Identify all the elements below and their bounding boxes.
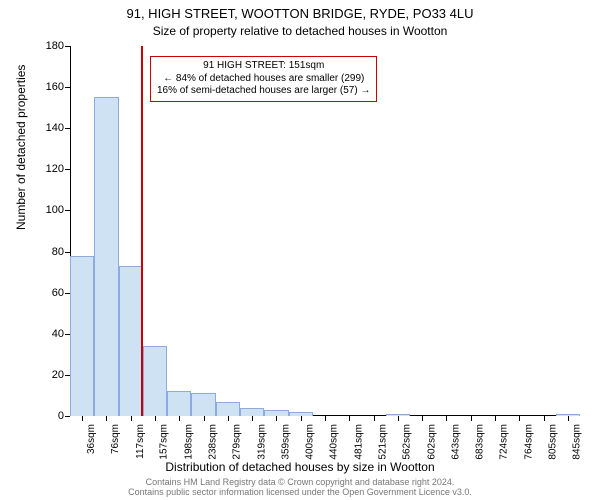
annotation-line: 16% of semi-detached houses are larger (… [157, 85, 370, 98]
histogram-bar [70, 256, 94, 416]
x-tick-label: 400sqm [305, 424, 316, 460]
y-tick-label: 160 [36, 81, 64, 93]
x-tick-label: 76sqm [110, 424, 121, 454]
x-tick-label: 117sqm [135, 424, 146, 459]
x-tick-label: 440sqm [329, 424, 340, 460]
x-tick-label: 157sqm [159, 424, 170, 460]
histogram-bar [143, 346, 167, 416]
x-tick-label: 805sqm [548, 424, 559, 460]
y-tick-label: 0 [36, 410, 64, 422]
y-tick-label: 20 [36, 369, 64, 381]
x-axis-title: Distribution of detached houses by size … [0, 460, 600, 474]
x-tick-label: 36sqm [86, 424, 97, 454]
chart-title-line1: 91, HIGH STREET, WOOTTON BRIDGE, RYDE, P… [0, 6, 600, 21]
x-tick-label: 319sqm [256, 424, 267, 460]
x-tick-label: 764sqm [523, 424, 534, 460]
histogram-bar [94, 97, 118, 416]
y-tick-label: 80 [36, 246, 64, 258]
x-tick-label: 198sqm [183, 424, 194, 460]
y-tick-label: 100 [36, 204, 64, 216]
x-tick-label: 238sqm [208, 424, 219, 460]
x-tick-label: 521sqm [378, 424, 389, 460]
y-tick-label: 40 [36, 328, 64, 340]
reference-line [141, 46, 143, 416]
footer-line2: Contains public sector information licen… [128, 487, 472, 497]
histogram-bar [191, 393, 215, 416]
x-tick-label: 845sqm [572, 424, 583, 460]
y-tick-label: 140 [36, 122, 64, 134]
y-tick-label: 60 [36, 287, 64, 299]
x-tick-label: 602sqm [426, 424, 437, 460]
annotation-line: ← 84% of detached houses are smaller (29… [157, 73, 370, 86]
chart-title-line2: Size of property relative to detached ho… [0, 24, 600, 38]
y-tick-label: 180 [36, 40, 64, 52]
x-tick-label: 279sqm [232, 424, 243, 460]
x-tick-label: 643sqm [450, 424, 461, 460]
x-tick-label: 683sqm [475, 424, 486, 460]
annotation-line: 91 HIGH STREET: 151sqm [157, 60, 370, 73]
x-tick-label: 359sqm [280, 424, 291, 460]
histogram-bar [119, 266, 143, 416]
histogram-bar [167, 391, 191, 416]
x-tick-label: 481sqm [353, 424, 364, 460]
plot-area: 02040608010012014016018036sqm76sqm117sqm… [70, 46, 580, 416]
histogram-bar [216, 402, 240, 416]
y-axis-title: Number of detached properties [14, 65, 28, 230]
histogram-bar [240, 408, 264, 416]
x-tick-label: 562sqm [402, 424, 413, 460]
y-tick-label: 120 [36, 163, 64, 175]
footer-line1: Contains HM Land Registry data © Crown c… [146, 477, 455, 487]
x-tick-label: 724sqm [499, 424, 510, 460]
footer-attribution: Contains HM Land Registry data © Crown c… [0, 478, 600, 498]
chart-container: 91, HIGH STREET, WOOTTON BRIDGE, RYDE, P… [0, 0, 600, 500]
annotation-box: 91 HIGH STREET: 151sqm← 84% of detached … [150, 56, 377, 102]
